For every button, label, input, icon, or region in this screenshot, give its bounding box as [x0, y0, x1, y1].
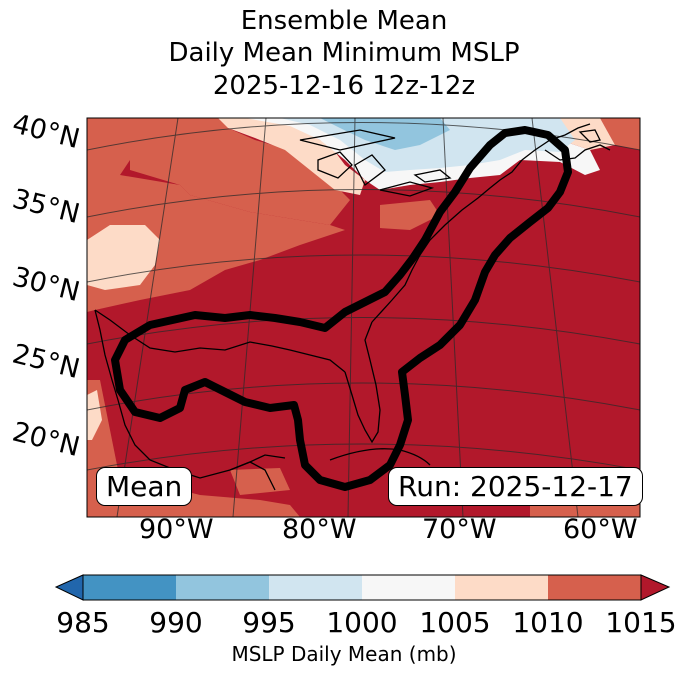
mean-badge: Mean	[96, 467, 193, 506]
run-badge: Run: 2025-12-17	[388, 467, 643, 506]
colorbar-extend-low	[54, 574, 84, 601]
colorbar-tick-1010: 1010	[512, 606, 584, 639]
colorbar-tick-1005: 1005	[419, 606, 491, 639]
colorbar-label: MSLP Daily Mean (mb)	[231, 642, 457, 666]
graticule	[87, 118, 640, 517]
colorbar-bin-1000-1005	[362, 575, 455, 600]
region-outline	[111, 126, 572, 491]
colorbar-extend-high	[640, 574, 671, 601]
lon-label-80w: 80°W	[282, 514, 357, 545]
title-line-1: Ensemble Mean	[240, 6, 448, 36]
colorbar-tick-1000: 1000	[326, 606, 398, 639]
colorbar-tick-995: 995	[242, 606, 296, 639]
colorbar-tick-985: 985	[56, 606, 110, 639]
field-1005-1010	[87, 118, 615, 440]
colorbar-bin-1005-1010	[455, 575, 548, 600]
colorbar-tick-990: 990	[149, 606, 203, 639]
title-line-2: Daily Mean Minimum MSLP	[168, 38, 520, 68]
lon-label-70w: 70°W	[422, 514, 497, 545]
lon-label-90w: 90°W	[139, 514, 214, 545]
colorbar-bin-995-1000	[269, 575, 362, 600]
title-line-3: 2025-12-16 12z-12z	[212, 71, 476, 101]
colorbar-frame	[82, 574, 642, 601]
colorbar-tick-1015: 1015	[605, 606, 677, 639]
colorbar	[54, 574, 671, 601]
map-area	[87, 118, 640, 517]
colorbar-bin-990-995	[176, 575, 269, 600]
colorbar-bin-985-990	[83, 575, 176, 600]
colorbar-bin-1010-1015	[548, 575, 641, 600]
lon-label-60w: 60°W	[563, 514, 638, 545]
field-990-995	[320, 118, 450, 150]
map-frame	[86, 117, 641, 518]
